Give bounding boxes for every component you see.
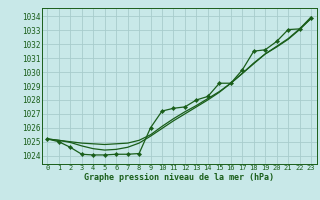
X-axis label: Graphe pression niveau de la mer (hPa): Graphe pression niveau de la mer (hPa) — [84, 173, 274, 182]
